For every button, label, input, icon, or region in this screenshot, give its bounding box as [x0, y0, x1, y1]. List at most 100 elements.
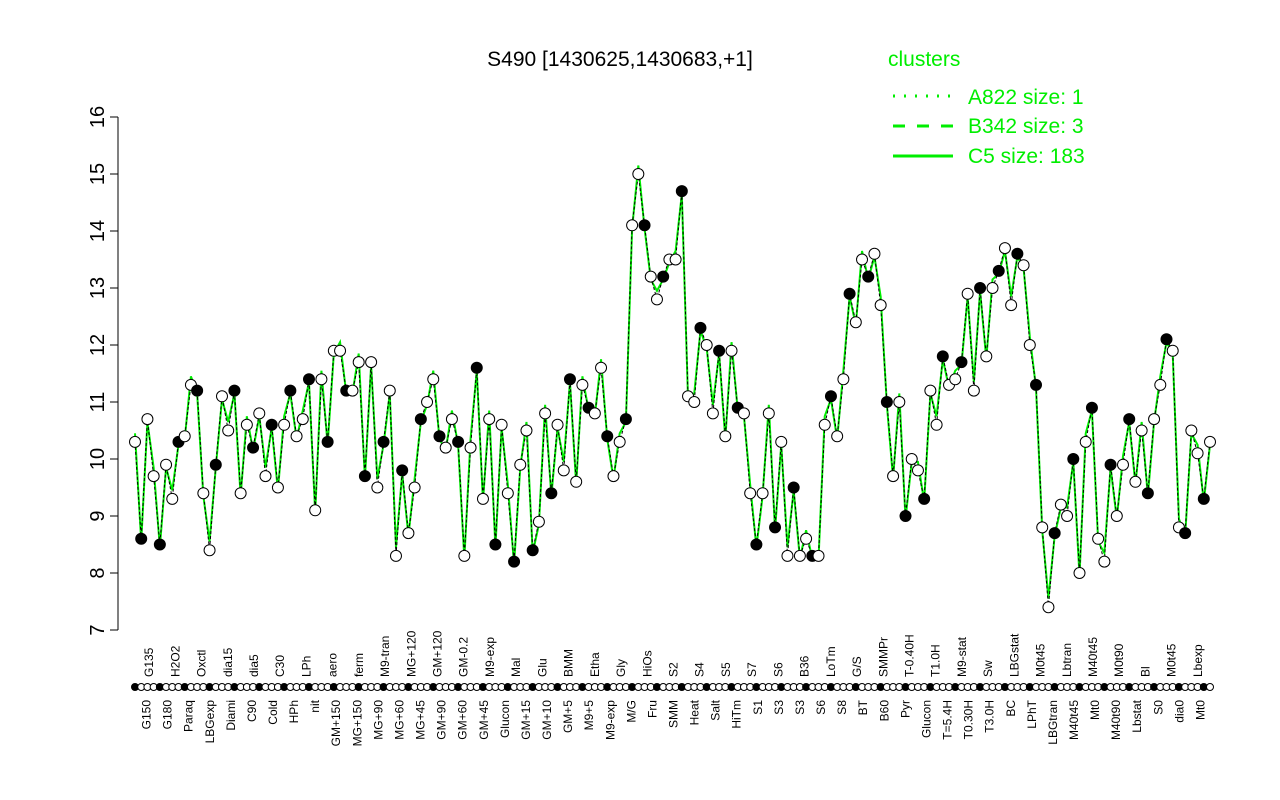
- data-point: [526, 544, 539, 557]
- data-point: [613, 435, 626, 448]
- data-point: [893, 396, 906, 408]
- data-point: [402, 527, 415, 540]
- x-tick-label: S3: [793, 700, 807, 715]
- legend-title: clusters: [888, 48, 960, 71]
- data-point: [862, 270, 875, 283]
- data-point: [153, 538, 166, 551]
- data-point: [986, 282, 999, 294]
- data-point: [551, 418, 564, 431]
- data-point: [1005, 299, 1018, 312]
- legend-entry-a822: A822 size: 1: [968, 86, 1084, 109]
- data-point: [439, 441, 452, 454]
- y-tick-label: 7: [87, 624, 109, 635]
- data-point: [396, 464, 409, 477]
- data-point: [209, 458, 222, 471]
- x-tick-label: B60: [877, 700, 891, 722]
- x-tick-label: S6: [771, 662, 785, 677]
- data-point: [1135, 424, 1148, 437]
- data-point: [949, 373, 962, 386]
- data-point: [856, 253, 869, 266]
- data-point: [632, 168, 645, 180]
- x-tick-label: Gly: [614, 659, 628, 677]
- data-point: [1017, 259, 1030, 272]
- data-point: [874, 299, 887, 312]
- y-tick-label: 16: [87, 106, 109, 128]
- data-point: [1148, 413, 1161, 426]
- x-tick-label: Glu: [535, 658, 549, 677]
- data-point: [315, 373, 328, 386]
- data-point: [657, 270, 670, 283]
- x-tick-label: GM+10: [540, 700, 554, 740]
- x-tick-label: Oxctl: [195, 650, 209, 677]
- x-tick-label: nit: [308, 699, 322, 712]
- x-tick-label: LBGtran: [1046, 700, 1060, 745]
- x-tick-label: M0t90: [1112, 643, 1126, 677]
- data-point: [458, 549, 471, 562]
- data-point: [1123, 413, 1136, 426]
- x-tick-label: T3.0H: [983, 700, 997, 733]
- x-tick-label: S2: [667, 662, 681, 677]
- data-point: [321, 435, 334, 448]
- data-point: [1104, 458, 1117, 471]
- data-point: [240, 418, 253, 431]
- data-point: [346, 384, 359, 397]
- data-point: [532, 515, 545, 528]
- data-point: [694, 321, 707, 334]
- x-tick-label: Mt0: [1193, 700, 1207, 720]
- x-tick-label: aero: [326, 653, 340, 677]
- legend: clusters A822 size: 1 B342 size: 3 C5 si…: [888, 48, 1085, 168]
- data-point: [408, 481, 421, 494]
- data-point: [1191, 447, 1204, 460]
- x-tick-label: S0: [1151, 700, 1165, 715]
- data-point: [675, 185, 688, 198]
- x-tick-label: BT: [856, 699, 870, 715]
- y-tick-label: 14: [87, 220, 109, 242]
- data-point: [899, 510, 912, 522]
- x-tick-label: MG+90: [371, 700, 385, 740]
- data-point: [1079, 435, 1092, 448]
- x-tick-label: M9-exp: [483, 637, 497, 677]
- data-point: [831, 430, 844, 443]
- x-tick-label: M/G: [624, 700, 638, 723]
- legend-entry-c5: C5 size: 183: [968, 145, 1085, 168]
- data-point: [619, 413, 632, 426]
- data-point: [383, 384, 396, 397]
- data-point: [961, 287, 974, 300]
- x-tick-label: dia5: [247, 654, 261, 677]
- data-point: [371, 481, 384, 494]
- y-tick-label: 9: [87, 510, 109, 521]
- x-tick-label: Lbtran: [1060, 643, 1074, 677]
- x-tick-label: Glucon: [919, 700, 933, 738]
- data-point: [334, 344, 347, 357]
- data-point: [626, 219, 639, 232]
- data-point: [595, 361, 608, 374]
- data-point: [980, 350, 993, 363]
- data-point: [421, 396, 434, 408]
- data-point: [650, 293, 663, 306]
- data-point: [309, 504, 322, 517]
- data-point: [775, 435, 788, 448]
- data-point: [539, 407, 552, 420]
- x-tick-label: M40t45: [1086, 637, 1100, 677]
- data-point: [880, 396, 893, 408]
- x-tick-label: G180: [161, 700, 175, 730]
- x-tick-label: GM+150: [329, 700, 343, 747]
- x-tick-label: M0t45: [1034, 643, 1048, 677]
- data-point: [955, 356, 968, 369]
- data-point: [557, 464, 570, 477]
- data-point: [377, 435, 390, 448]
- data-point: [700, 339, 713, 351]
- x-tick-label: GM+60: [456, 700, 470, 740]
- x-tick-label: GM-0.2: [457, 637, 471, 677]
- data-point: [352, 356, 365, 369]
- x-tick-label: BC: [1004, 700, 1018, 717]
- data-point: [271, 481, 284, 494]
- y-axis: 7 8 9 10 11 12 13 14 15 16: [87, 106, 119, 636]
- x-tick-label: M9+5: [582, 700, 596, 731]
- data-points: [129, 168, 1216, 614]
- data-point: [1179, 527, 1192, 540]
- x-tick-label: GM+120: [431, 630, 445, 677]
- data-point: [514, 458, 527, 471]
